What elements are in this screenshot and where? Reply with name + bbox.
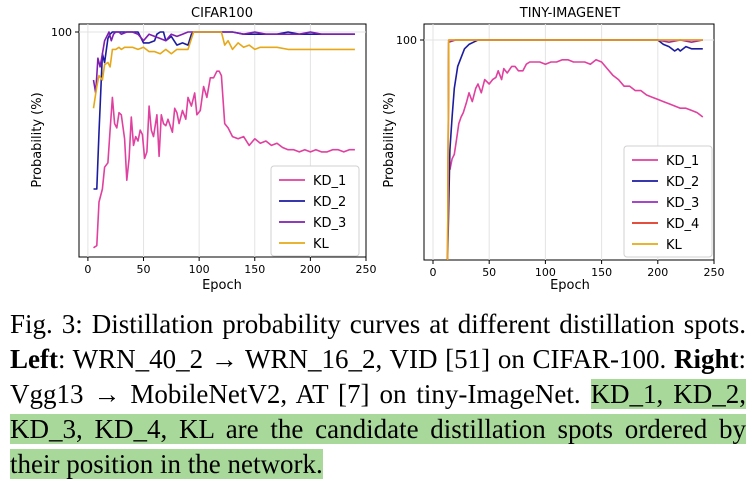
axis-ticks: 0 50 100 150 200 250 100 bbox=[396, 34, 725, 279]
legend-label: KD_3 bbox=[313, 216, 346, 231]
x-axis-label: Epoch bbox=[202, 278, 242, 293]
caption-label: Fig. 3: bbox=[10, 309, 83, 339]
x-tick-label: 200 bbox=[647, 266, 668, 279]
x-axis-label: Epoch bbox=[550, 278, 590, 293]
chart-title: CIFAR100 bbox=[191, 6, 253, 21]
legend-label: KD_2 bbox=[666, 175, 699, 190]
legend-label: KD_3 bbox=[666, 196, 699, 211]
series-line-kd-1 bbox=[93, 70, 355, 249]
caption-right-text: : Vgg13 → MobileNetV2, AT [7] on tiny-Im… bbox=[10, 344, 746, 409]
legend-label: KD_1 bbox=[666, 154, 699, 169]
plot-frame bbox=[78, 23, 367, 258]
legend-label: KL bbox=[666, 238, 683, 253]
y-tick-label: 100 bbox=[396, 34, 417, 47]
plot-frame bbox=[423, 23, 715, 261]
caption-right-label: Right bbox=[673, 344, 739, 374]
axis-ticks: 0 50 100 150 200 250 100 bbox=[51, 26, 377, 276]
series-lines bbox=[92, 31, 355, 249]
legend-label: KL bbox=[313, 237, 330, 252]
x-tick-label: 150 bbox=[244, 263, 265, 276]
legend-box bbox=[270, 165, 360, 257]
caption-left-label: Left bbox=[10, 344, 58, 374]
series-line-kl bbox=[92, 31, 355, 109]
x-tick-label: 0 bbox=[84, 263, 91, 276]
y-axis-label: Probability (%) bbox=[382, 92, 397, 187]
legend-label: KD_4 bbox=[666, 217, 699, 232]
y-tick-label: 100 bbox=[51, 26, 72, 39]
x-tick-label: 0 bbox=[429, 266, 436, 279]
legend-label: KD_2 bbox=[313, 195, 346, 210]
x-tick-label: 100 bbox=[189, 263, 210, 276]
tiny-imagenet-chart: 0 50 100 150 200 250 100 TINY-IMAGENET Epoch P… bbox=[382, 6, 725, 293]
legend: KD_1 KD_2 KD_3 KL bbox=[270, 165, 360, 257]
x-tick-label: 50 bbox=[482, 266, 496, 279]
x-tick-label: 50 bbox=[137, 263, 151, 276]
caption-left-text: : WRN_40_2 → WRN_16_2, VID [51] on CIFAR… bbox=[57, 344, 674, 374]
legend-label: KD_1 bbox=[313, 174, 346, 189]
series-line-kl bbox=[446, 39, 703, 261]
cifar100-chart: 0 50 100 150 200 250 100 CIFAR100 Epoch Probab… bbox=[30, 6, 377, 293]
x-tick-label: 100 bbox=[535, 266, 556, 279]
x-tick-label: 150 bbox=[591, 266, 612, 279]
x-tick-label: 200 bbox=[300, 263, 321, 276]
legend: KD_1 KD_2 KD_3 KD_4 KL bbox=[623, 145, 713, 258]
figure-caption: Fig. 3: Distillation probability curves … bbox=[10, 307, 747, 482]
series-line-kd-3 bbox=[92, 31, 355, 94]
chart-title: TINY-IMAGENET bbox=[519, 6, 621, 21]
series-lines bbox=[446, 39, 704, 261]
legend-box bbox=[623, 145, 713, 258]
x-tick-label: 250 bbox=[704, 266, 725, 279]
figure: 0 50 100 150 200 250 100 CIFAR100 Epoch Probab… bbox=[30, 6, 725, 293]
caption-text: Distillation probability curves at diffe… bbox=[82, 309, 746, 339]
series-line-kd-1 bbox=[449, 58, 704, 170]
x-tick-label: 250 bbox=[356, 263, 377, 276]
y-axis-label: Probability (%) bbox=[30, 92, 45, 187]
